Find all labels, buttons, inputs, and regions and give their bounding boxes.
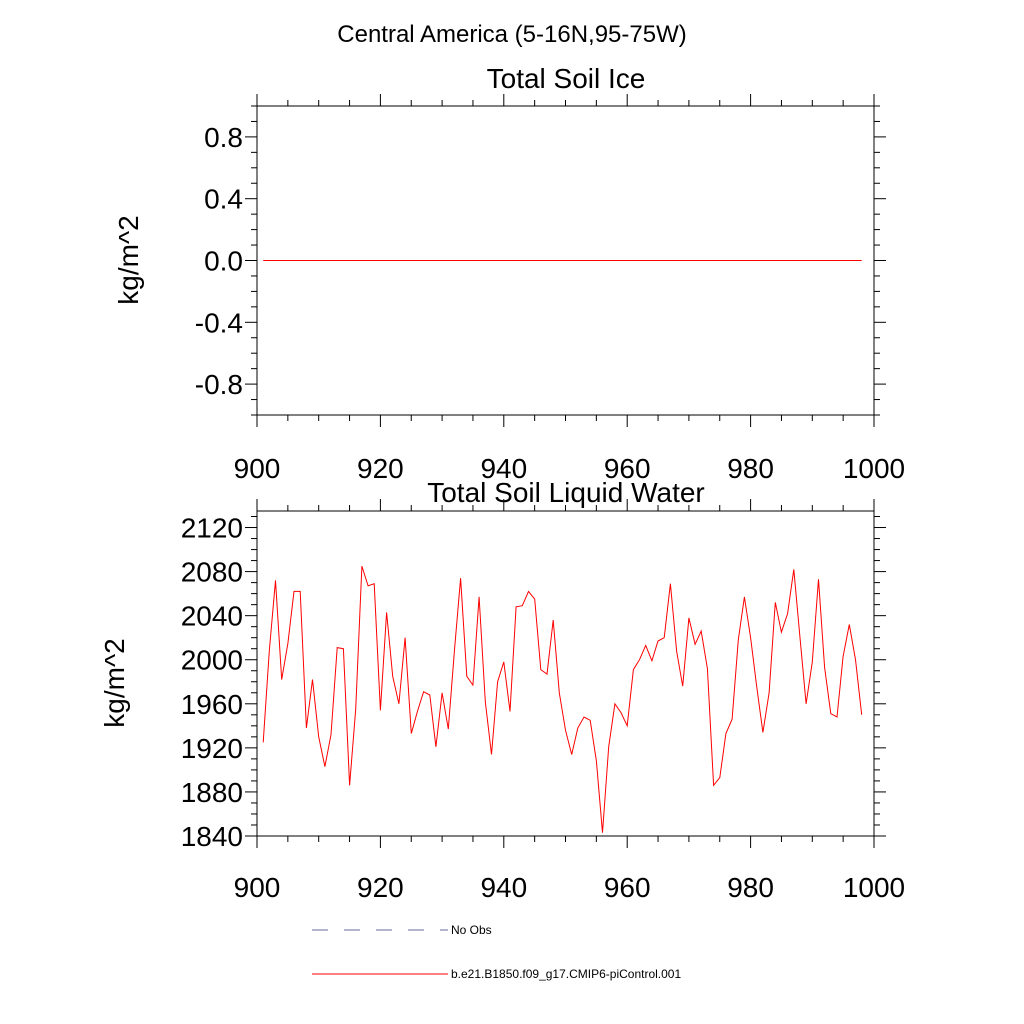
x-tick-label: 900 xyxy=(234,872,281,903)
y-tick-label: 2040 xyxy=(181,601,243,632)
x-tick-label: 920 xyxy=(357,453,404,484)
panel-total-soil-liquid-water: Total Soil Liquid Water kg/m^2 900 920 940… xyxy=(99,477,905,903)
y-tick-label: 0.0 xyxy=(204,246,243,277)
main-title: Central America (5-16N,95-75W) xyxy=(337,21,686,48)
panel-title: Total Soil Ice xyxy=(487,63,646,94)
x-tick-label: 960 xyxy=(604,872,651,903)
y-tick-label: 2080 xyxy=(181,557,243,588)
y-tick-label: 1920 xyxy=(181,733,243,764)
x-tick-label: 920 xyxy=(357,872,404,903)
y-axis-label: kg/m^2 xyxy=(99,638,130,727)
x-tick-label: 1000 xyxy=(843,453,905,484)
legend-label-no-obs: No Obs xyxy=(451,923,492,937)
y-tick-label: 2120 xyxy=(181,513,243,544)
y-tick-label: 0.8 xyxy=(204,122,243,153)
panel-total-soil-ice: Total Soil Ice kg/m^2 900 920 940 960 980 100… xyxy=(113,63,905,484)
x-tick-label: 900 xyxy=(234,453,281,484)
x-tick-label: 1000 xyxy=(843,872,905,903)
panel-title: Total Soil Liquid Water xyxy=(427,477,705,508)
x-tick-label: 980 xyxy=(727,453,774,484)
y-tick-label: 2000 xyxy=(181,645,243,676)
y-axis-label: kg/m^2 xyxy=(113,215,144,304)
x-tick-label: 960 xyxy=(604,453,651,484)
y-tick-label: -0.8 xyxy=(195,369,243,400)
x-tick-label: 940 xyxy=(480,872,527,903)
x-tick-label: 980 xyxy=(727,872,774,903)
y-tick-label: 1960 xyxy=(181,689,243,720)
y-tick-label: 0.4 xyxy=(204,184,243,215)
plot-frame xyxy=(256,510,875,837)
legend-label-model: b.e21.B1850.f09_g17.CMIP6-piControl.001 xyxy=(451,967,681,981)
series-line xyxy=(262,565,863,833)
legend: No Obs b.e21.B1850.f09_g17.CMIP6-piContr… xyxy=(312,923,681,981)
y-tick-label: 1840 xyxy=(181,821,243,852)
y-tick-label: -0.4 xyxy=(195,307,243,338)
x-tick-label: 940 xyxy=(480,453,527,484)
y-tick-label: 1880 xyxy=(181,777,243,808)
